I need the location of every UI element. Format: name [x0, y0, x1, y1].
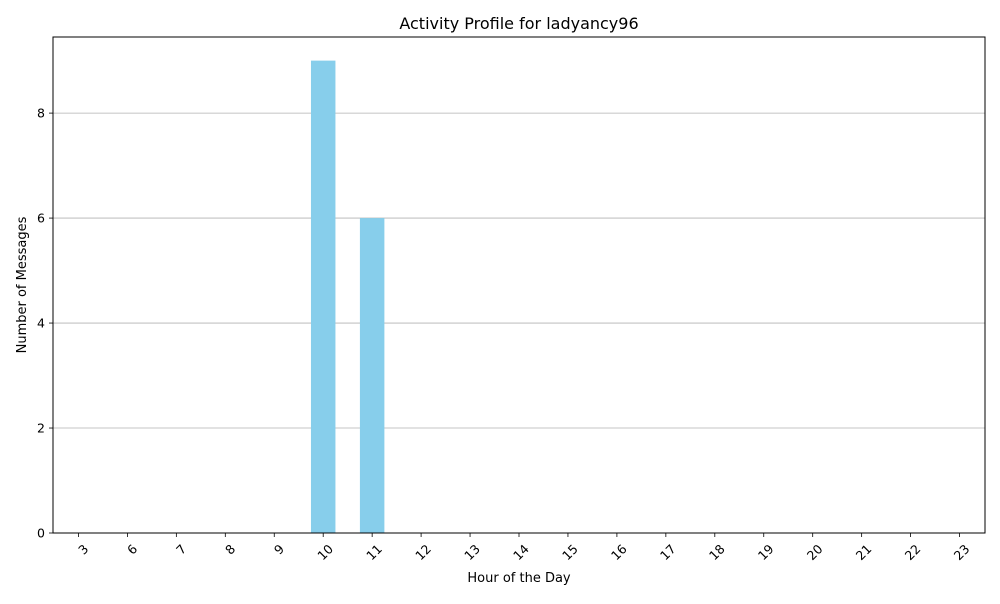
x-tick-label: 22: [902, 541, 924, 563]
bar-hour-10: [310, 60, 336, 533]
x-tick-label: 8: [222, 541, 238, 557]
y-axis-label: Number of Messages: [15, 216, 30, 353]
gridlines: [53, 112, 985, 534]
x-axis-ticks: 3 6 7 8 9 10 11 12 13 14 15 16 17 18 19 20 21 22 23: [75, 533, 972, 563]
x-axis-label: Hour of the Day: [467, 571, 571, 586]
bars: [310, 60, 385, 534]
x-tick-label: 3: [75, 541, 91, 557]
plot-frame: [52, 36, 986, 534]
x-tick-label: 21: [853, 541, 875, 563]
x-tick-label: 15: [559, 541, 581, 563]
x-tick-label: 23: [951, 541, 973, 563]
chart-title: Activity Profile for ladyancy96: [399, 14, 638, 33]
y-tick-label: 6: [37, 211, 45, 226]
bar-hour-11: [359, 218, 385, 534]
y-tick-label: 0: [37, 526, 45, 541]
x-tick-label: 20: [804, 541, 826, 563]
x-tick-label: 19: [755, 541, 777, 563]
x-tick-label: 11: [363, 541, 385, 563]
x-tick-label: 18: [706, 541, 728, 563]
y-tick-label: 2: [37, 421, 45, 436]
x-tick-label: 6: [124, 541, 140, 557]
x-tick-label: 17: [657, 541, 679, 563]
y-tick-label: 8: [37, 106, 45, 121]
y-tick-label: 4: [37, 316, 45, 331]
x-tick-label: 14: [510, 541, 532, 563]
y-axis-ticks: 0 2 4 6 8: [37, 106, 53, 541]
x-tick-label: 16: [608, 541, 630, 563]
x-tick-label: 12: [412, 541, 434, 563]
x-tick-label: 9: [271, 541, 287, 557]
x-tick-label: 10: [314, 541, 336, 563]
x-tick-label: 13: [461, 541, 483, 563]
x-tick-label: 7: [173, 541, 189, 557]
